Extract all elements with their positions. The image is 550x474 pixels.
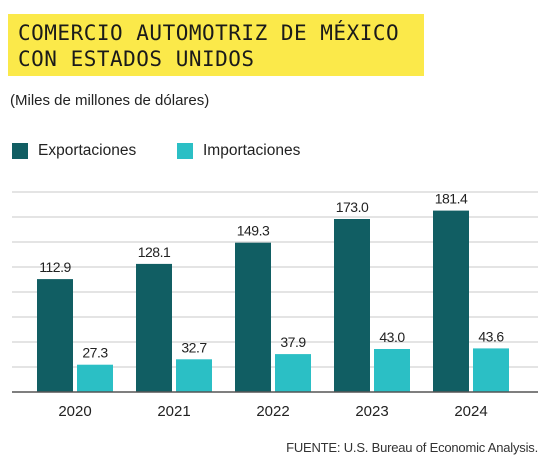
- x-tick-label-2024: 2024: [454, 403, 487, 420]
- data-label-importaciones-2021: 32.7: [181, 339, 207, 355]
- legend-swatch-exportaciones: [12, 143, 28, 159]
- bar-importaciones-2021: [176, 359, 212, 392]
- bar-exportaciones-2020: [37, 279, 73, 392]
- bar-exportaciones-2021: [136, 263, 172, 392]
- source-note: FUENTE: U.S. Bureau of Economic Analysis…: [286, 440, 538, 455]
- x-tick-label-2021: 2021: [157, 403, 190, 420]
- x-tick-label-2023: 2023: [355, 403, 388, 420]
- data-label-importaciones-2024: 43.6: [478, 328, 504, 344]
- x-tick-label-2020: 2020: [58, 403, 91, 420]
- chart-subtitle: (Miles de millones de dólares): [10, 92, 210, 109]
- data-label-exportaciones-2024: 181.4: [435, 191, 468, 207]
- legend-label-importaciones: Importaciones: [203, 142, 301, 159]
- data-label-importaciones-2022: 37.9: [280, 334, 306, 350]
- bar-importaciones-2022: [275, 354, 311, 392]
- data-label-importaciones-2023: 43.0: [379, 329, 405, 345]
- bar-exportaciones-2023: [334, 219, 370, 392]
- title-banner: COMERCIO AUTOMOTRIZ DE MÉXICO CON ESTADO…: [8, 14, 424, 76]
- bar-chart: 112.9 27.3 2020 128.1 32.7 2021 149.3 37.9 2022 1…: [12, 191, 538, 420]
- bar-exportaciones-2024: [433, 210, 469, 392]
- data-label-exportaciones-2023: 173.0: [336, 199, 369, 215]
- bar-exportaciones-2022: [235, 242, 271, 392]
- bar-importaciones-2023: [374, 349, 410, 392]
- data-label-exportaciones-2022: 149.3: [237, 223, 270, 239]
- x-tick-label-2022: 2022: [256, 403, 289, 420]
- data-label-exportaciones-2020: 112.9: [39, 259, 71, 275]
- bar-importaciones-2020: [77, 364, 113, 392]
- data-label-importaciones-2020: 27.3: [82, 345, 108, 361]
- data-label-exportaciones-2021: 128.1: [138, 244, 171, 260]
- bar-importaciones-2024: [473, 348, 509, 392]
- legend-label-exportaciones: Exportaciones: [38, 142, 137, 159]
- chart-title-line-1: COMERCIO AUTOMOTRIZ DE MÉXICO: [18, 21, 400, 45]
- chart-title-line-2: CON ESTADOS UNIDOS: [18, 47, 255, 71]
- legend-swatch-importaciones: [177, 143, 193, 159]
